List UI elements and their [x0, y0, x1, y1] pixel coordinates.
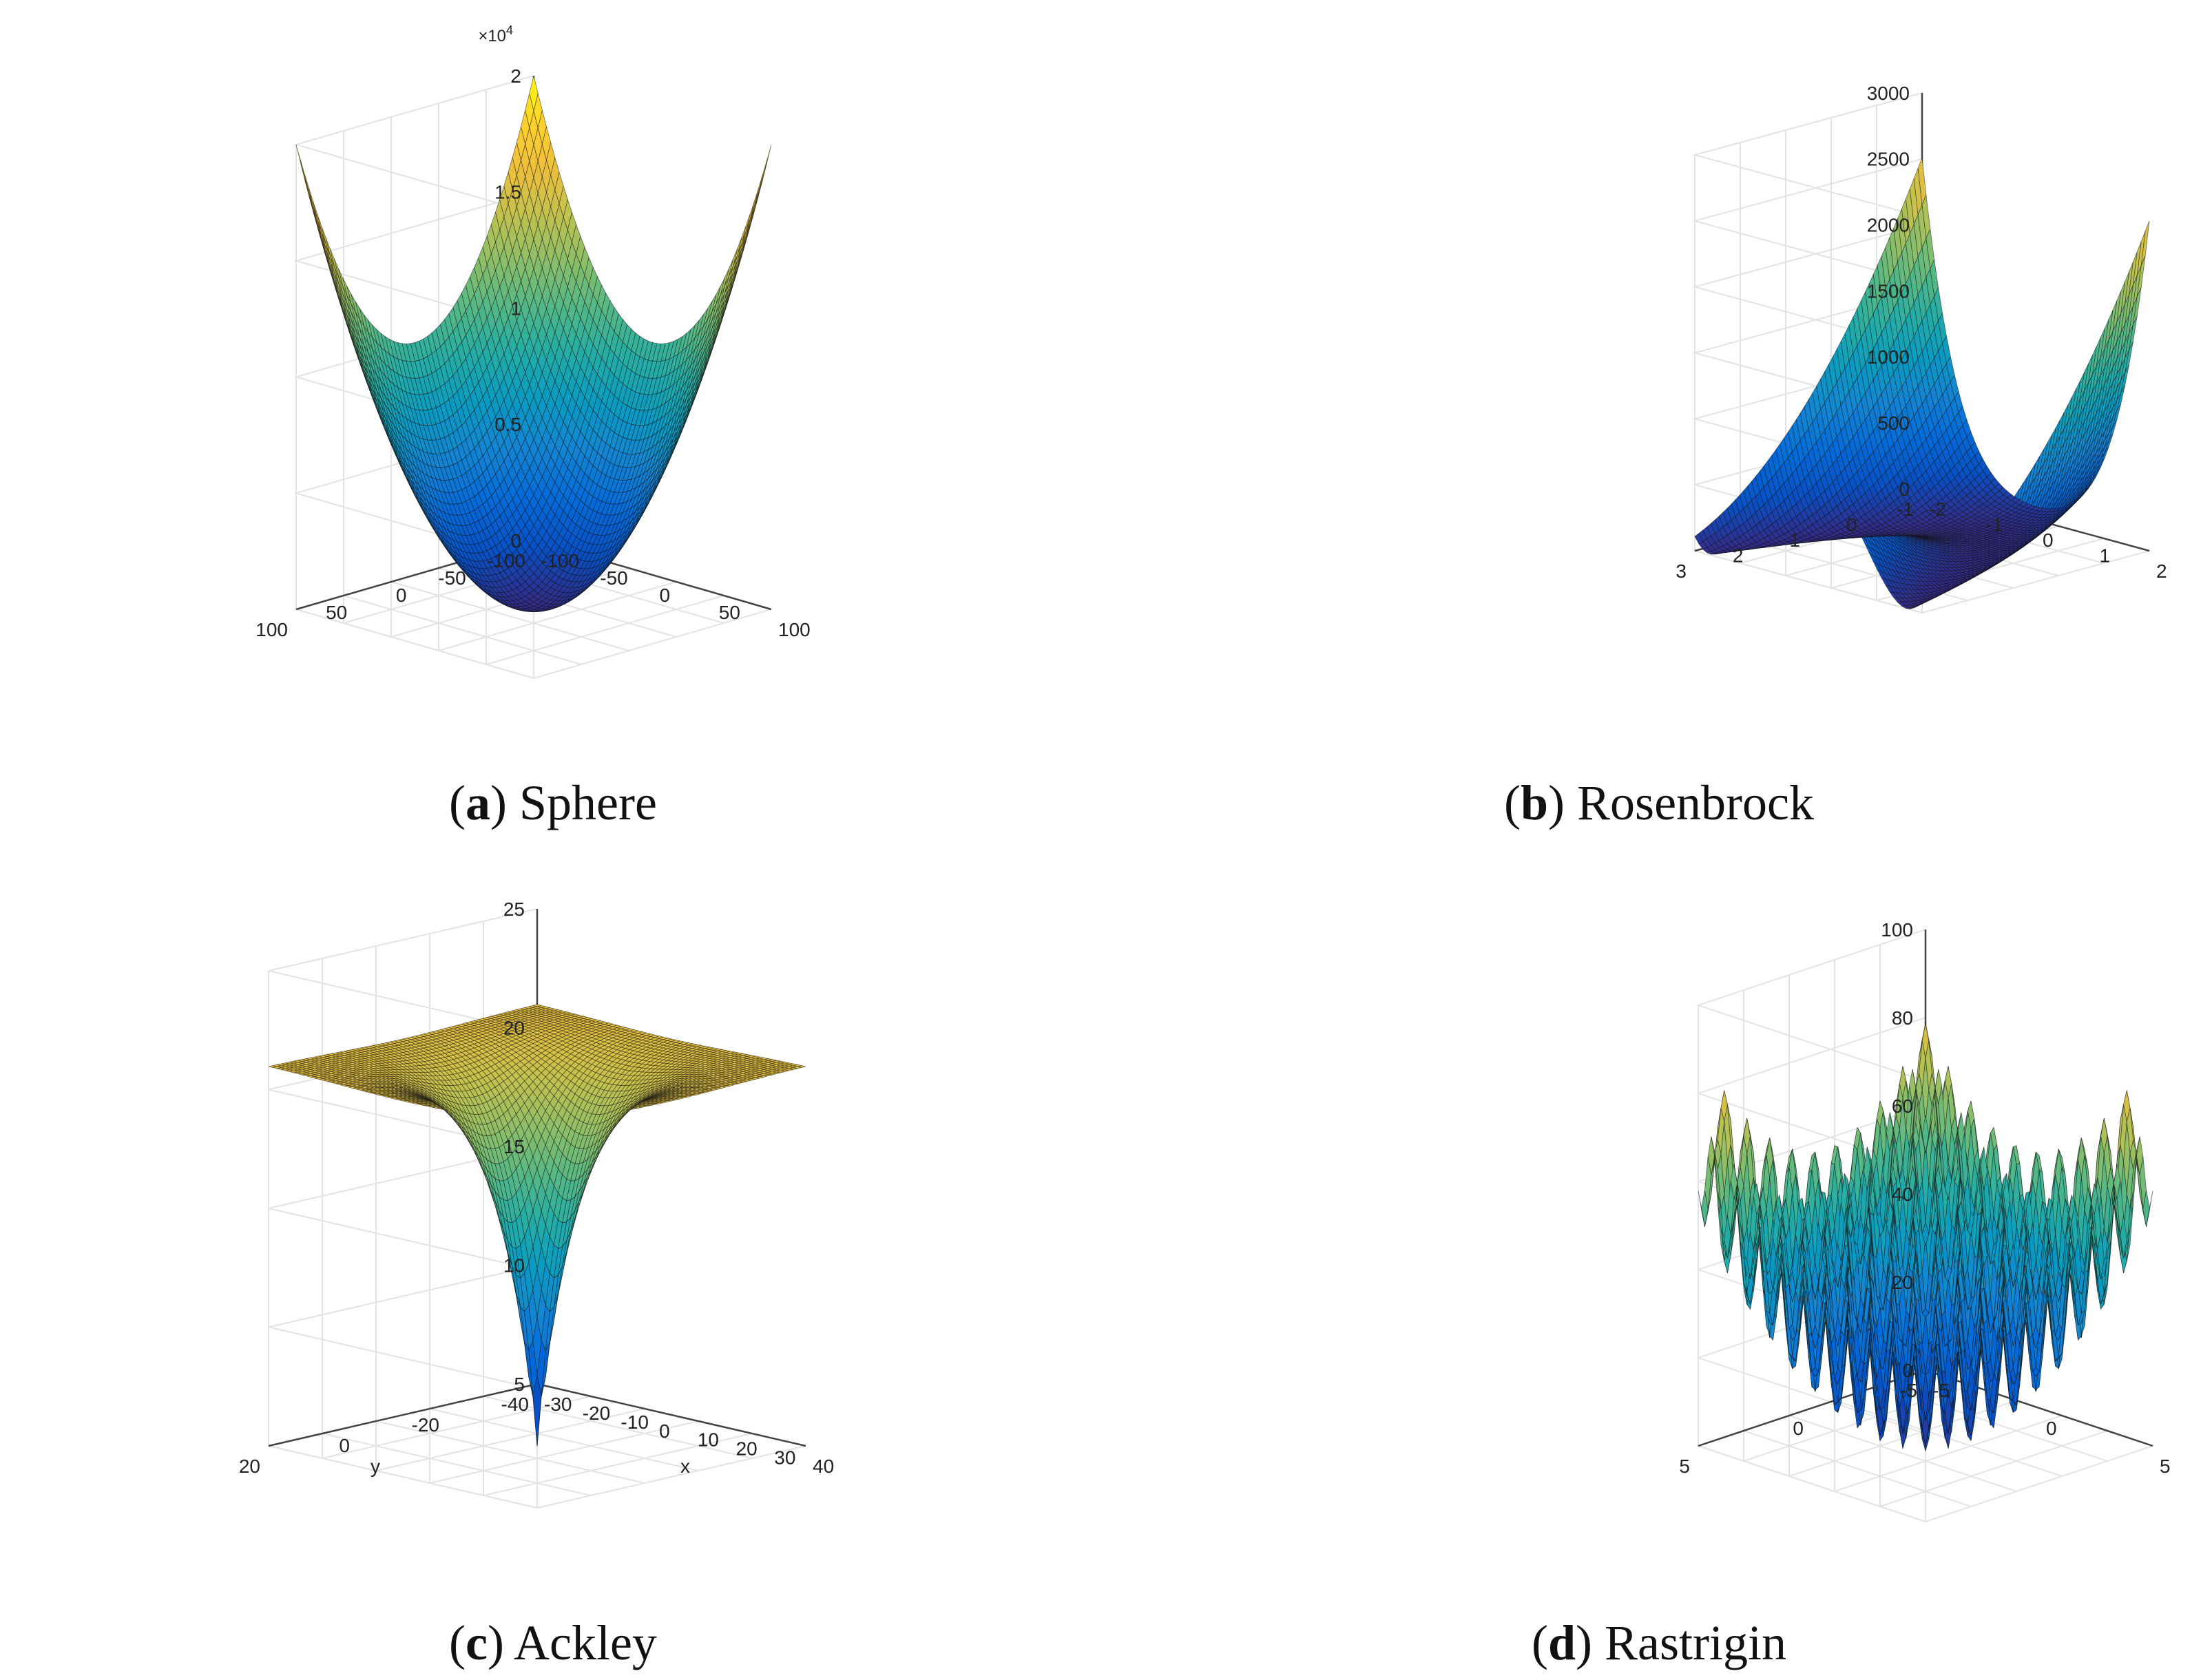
- grid-line: [390, 581, 629, 651]
- z-tick-label: 1: [510, 297, 521, 319]
- y-tick-label: -50: [438, 567, 466, 589]
- x-tick-label: 50: [719, 602, 740, 623]
- caption-name: Sphere: [519, 775, 657, 830]
- x-tick-label: 0: [660, 585, 671, 606]
- x-tick-label: 100: [778, 619, 811, 640]
- z-tick-label: 1.5: [494, 182, 521, 203]
- caption-letter: a: [466, 775, 490, 830]
- x-tick-label: -100: [541, 550, 579, 571]
- grid-line: [438, 581, 677, 651]
- grid-line: [343, 595, 582, 665]
- panel-caption: (a) Sphere: [449, 775, 657, 830]
- y-tick-label: -100: [487, 550, 525, 571]
- grid-line: [1692, 92, 1923, 218]
- z-tick-label: 0.5: [494, 414, 521, 435]
- y-tick-label: 50: [326, 602, 347, 623]
- sphere-surface-plot: 0 0.5 1 1.5 2 -100 -50 0 50 100 -100 -50 0 50 100 ×104 (…: [255, 23, 810, 830]
- z-multiplier-exponent: 4: [506, 23, 513, 37]
- z-tick-label: 2: [510, 65, 521, 87]
- y-tick-label: 100: [255, 619, 288, 640]
- surface-patch: [529, 75, 539, 112]
- rosenbrock-surface-plot: 050010001500200025003000-2-1012-10123(b)…: [1504, 83, 2167, 830]
- grid-line: [486, 595, 724, 665]
- y-tick-label: 0: [396, 585, 407, 606]
- caption-close-paren: ): [490, 775, 519, 830]
- caption-open-paren: (: [449, 775, 466, 830]
- z-multiplier-label: ×104: [479, 23, 514, 45]
- x-tick-label: -50: [600, 567, 627, 589]
- tick-labels: 0 0.5 1 1.5 2 -100 -50 0 50 100 -100 -50 0 50 100 ×104: [255, 23, 810, 640]
- grid-line: [1921, 550, 2150, 613]
- grid-line: [533, 609, 772, 679]
- surface: [1694, 157, 2150, 609]
- grid-line: [1692, 224, 1923, 350]
- grid-line: [1692, 158, 1923, 284]
- z-tick-label: 0: [510, 530, 521, 552]
- surface: [295, 75, 772, 613]
